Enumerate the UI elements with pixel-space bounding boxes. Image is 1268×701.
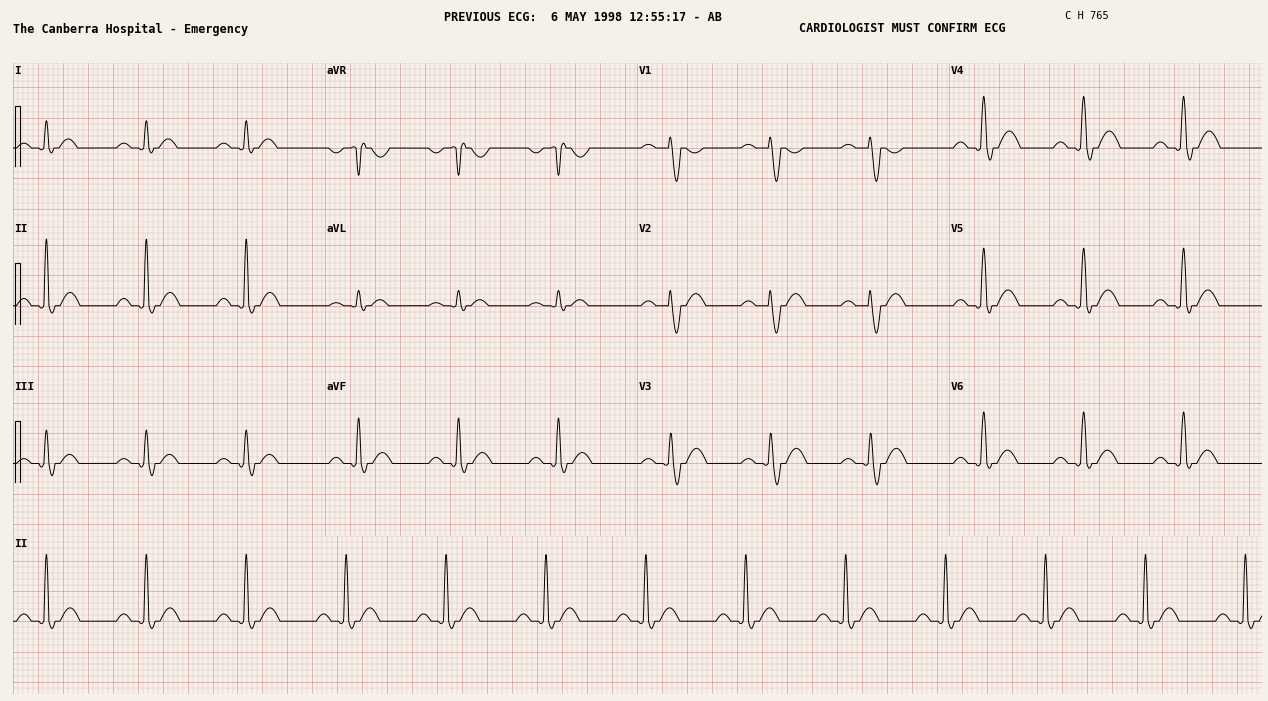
Text: V6: V6	[951, 381, 964, 392]
Text: aVR: aVR	[326, 66, 346, 76]
Text: II: II	[14, 224, 28, 234]
Text: III: III	[14, 381, 34, 392]
Text: V5: V5	[951, 224, 964, 234]
Text: I: I	[14, 66, 20, 76]
Text: aVL: aVL	[326, 224, 346, 234]
Text: CARDIOLOGIST MUST CONFIRM ECG: CARDIOLOGIST MUST CONFIRM ECG	[799, 22, 1006, 36]
Text: V1: V1	[638, 66, 652, 76]
Text: II: II	[14, 539, 28, 550]
Text: V3: V3	[638, 381, 652, 392]
Text: V4: V4	[951, 66, 964, 76]
Text: C H 765: C H 765	[1065, 11, 1110, 20]
Text: V2: V2	[638, 224, 652, 234]
Text: PREVIOUS ECG:  6 MAY 1998 12:55:17 - AB: PREVIOUS ECG: 6 MAY 1998 12:55:17 - AB	[444, 11, 721, 24]
Text: aVF: aVF	[326, 381, 346, 392]
Text: The Canberra Hospital - Emergency: The Canberra Hospital - Emergency	[13, 22, 247, 36]
